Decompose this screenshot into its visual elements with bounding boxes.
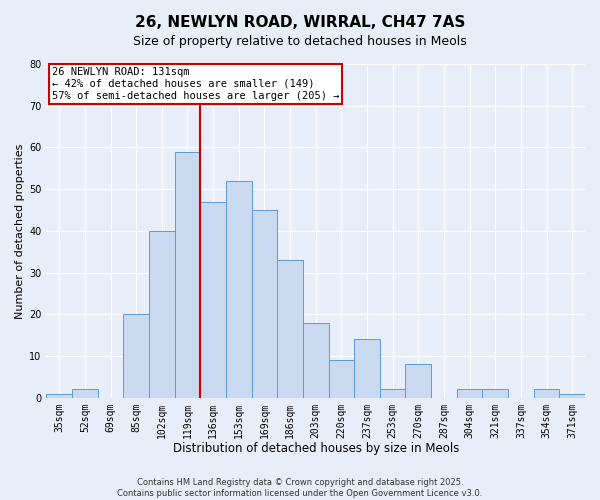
- Text: 26, NEWLYN ROAD, WIRRAL, CH47 7AS: 26, NEWLYN ROAD, WIRRAL, CH47 7AS: [135, 15, 465, 30]
- Text: Contains HM Land Registry data © Crown copyright and database right 2025.
Contai: Contains HM Land Registry data © Crown c…: [118, 478, 482, 498]
- Y-axis label: Number of detached properties: Number of detached properties: [15, 143, 25, 318]
- Bar: [329, 360, 354, 398]
- Bar: [277, 260, 303, 398]
- Bar: [380, 390, 406, 398]
- Bar: [226, 181, 251, 398]
- Bar: [46, 394, 72, 398]
- Bar: [303, 322, 329, 398]
- Bar: [354, 340, 380, 398]
- Bar: [175, 152, 200, 398]
- Bar: [534, 390, 559, 398]
- Bar: [559, 394, 585, 398]
- Text: 26 NEWLYN ROAD: 131sqm
← 42% of detached houses are smaller (149)
57% of semi-de: 26 NEWLYN ROAD: 131sqm ← 42% of detached…: [52, 68, 339, 100]
- Bar: [72, 390, 98, 398]
- Bar: [149, 231, 175, 398]
- Bar: [406, 364, 431, 398]
- Text: Size of property relative to detached houses in Meols: Size of property relative to detached ho…: [133, 35, 467, 48]
- X-axis label: Distribution of detached houses by size in Meols: Distribution of detached houses by size …: [173, 442, 459, 455]
- Bar: [251, 210, 277, 398]
- Bar: [457, 390, 482, 398]
- Bar: [200, 202, 226, 398]
- Bar: [482, 390, 508, 398]
- Bar: [124, 314, 149, 398]
